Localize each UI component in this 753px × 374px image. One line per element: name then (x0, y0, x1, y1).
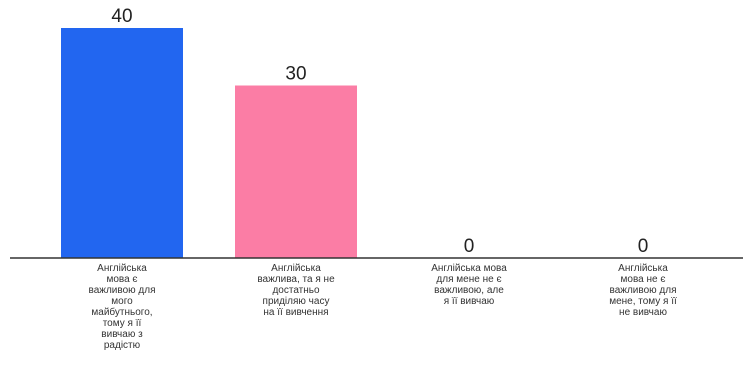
category-label-line: Англійська (618, 263, 668, 274)
category-label-line: вивчаю з (101, 329, 143, 340)
category-label-line: достатньо (272, 285, 320, 296)
category-label-4: Англійська мова не є важливою для мене, том… (588, 263, 698, 318)
category-label-line: важливою для (609, 285, 677, 296)
category-label-line: мого (111, 296, 133, 307)
category-label-line: важливою, але (434, 285, 504, 296)
bar-value-label-1: 40 (111, 6, 132, 27)
bar-1 (61, 28, 183, 258)
category-label-line: на її вивчення (263, 307, 329, 318)
category-label-line: Англійська мова (431, 263, 507, 274)
category-label-line: для мене не є (436, 274, 502, 285)
category-label-line: радістю (103, 340, 141, 351)
category-label-line: не вивчаю (619, 307, 667, 318)
category-label-line: я її вивчаю (443, 296, 495, 307)
category-label-3: Англійська мова для мене не є важливою, ал… (414, 263, 524, 307)
category-label-line: Англійська (271, 263, 321, 274)
category-label-line: важливою для (88, 285, 156, 296)
category-label-line: тому я її (102, 318, 142, 329)
category-label-line: важлива, та я не (257, 274, 335, 285)
bar-value-label-2: 30 (285, 64, 306, 85)
category-label-line: майбутнього, (91, 307, 153, 318)
category-label-line: мова є (106, 274, 138, 285)
category-label-line: мова не є (620, 274, 666, 285)
bar-value-label-4: 0 (638, 236, 649, 257)
bar-2 (235, 85, 357, 258)
category-label-line: мене, тому я її (609, 296, 677, 307)
category-label-2: Англійська важлива, та я не достатньо приді… (241, 263, 351, 318)
category-label-1: Англійська мова є важливою для мого майбутнь… (67, 263, 177, 351)
bar-value-label-3: 0 (464, 236, 475, 257)
category-label-line: приділяю часу (262, 296, 330, 307)
category-label-line: Англійська (97, 263, 147, 274)
